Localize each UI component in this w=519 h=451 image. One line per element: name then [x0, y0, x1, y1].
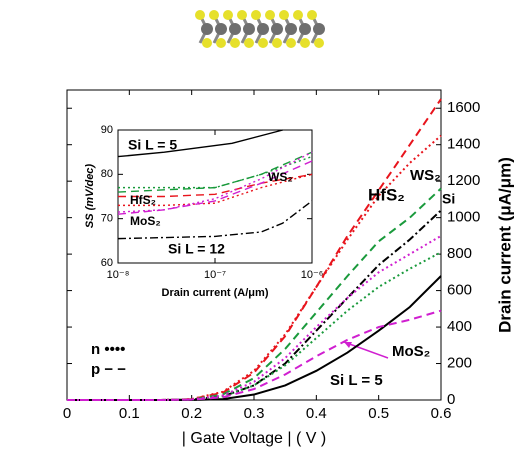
y-tick-label: 70 — [101, 213, 113, 225]
atom-s — [272, 38, 282, 48]
y-tick-label: 1200 — [447, 172, 480, 189]
inset-y-axis-label: SS (mV/dec) — [84, 164, 96, 229]
atom-s — [202, 38, 212, 48]
atom-s — [279, 10, 289, 20]
atom-s — [258, 38, 268, 48]
series-line — [118, 173, 313, 198]
x-tick-label: 0.6 — [431, 405, 452, 422]
atom-s — [230, 38, 240, 48]
annotation: HfS₂ — [130, 193, 156, 207]
series-line — [67, 235, 442, 401]
y-axis-label: Drain current (μA/μm) — [495, 157, 514, 333]
atom-m — [285, 23, 297, 35]
atom-s — [307, 10, 317, 20]
molecule-illustration — [195, 10, 325, 48]
annotation: p − − — [91, 361, 126, 378]
x-tick-label: 0.5 — [368, 405, 389, 422]
series-line — [67, 309, 442, 401]
atom-m — [229, 23, 241, 35]
atom-m — [243, 23, 255, 35]
series-line — [117, 151, 313, 213]
x-tick-label: 10⁻⁶ — [301, 269, 324, 281]
x-tick-label: 0 — [63, 405, 71, 422]
x-tick-label: 0.3 — [244, 405, 265, 422]
atom-s — [265, 10, 275, 20]
x-tick-label: 0.4 — [306, 405, 327, 422]
atom-s — [244, 38, 254, 48]
annotation: MoS₂ — [392, 343, 430, 360]
y-tick-label: 80 — [101, 168, 113, 180]
atom-m — [257, 23, 269, 35]
atom-s — [216, 38, 226, 48]
atom-s — [300, 38, 310, 48]
y-tick-label: 0 — [447, 391, 455, 408]
x-tick-label: 0.2 — [181, 405, 202, 422]
x-tick-label: 0.1 — [119, 405, 140, 422]
series-line — [117, 129, 283, 158]
series-line — [67, 275, 442, 401]
inset-x-axis-label: Drain current (A/μm) — [162, 287, 269, 299]
y-tick-label: 200 — [447, 354, 472, 371]
atom-m — [201, 23, 213, 35]
x-tick-label: 10⁻⁷ — [204, 269, 226, 281]
atom-s — [223, 10, 233, 20]
atom-s — [195, 10, 205, 20]
y-tick-label: 90 — [101, 124, 113, 136]
x-axis-label: | Gate Voltage | ( V ) — [182, 430, 326, 447]
atom-s — [314, 38, 324, 48]
y-tick-label: 600 — [447, 282, 472, 299]
atom-s — [237, 10, 247, 20]
y-tick-label: 1400 — [447, 136, 480, 153]
series-line — [118, 173, 313, 207]
mos2-arrowhead — [344, 342, 352, 348]
atom-s — [286, 38, 296, 48]
series-line — [117, 160, 313, 215]
atom-s — [293, 10, 303, 20]
annotation: WS₂ — [410, 167, 441, 184]
annotation: Si L = 12 — [168, 241, 225, 257]
series-line — [117, 151, 313, 193]
atom-m — [215, 23, 227, 35]
x-tick-label: 10⁻⁸ — [107, 269, 130, 281]
atom-s — [251, 10, 261, 20]
atom-s — [209, 10, 219, 20]
atom-m — [299, 23, 311, 35]
y-tick-label: 1000 — [447, 209, 480, 226]
y-tick-label: 60 — [101, 257, 113, 269]
atom-m — [313, 23, 325, 35]
annotation: MoS₂ — [130, 214, 161, 228]
y-tick-label: 800 — [447, 245, 472, 262]
mos2-arrow — [343, 341, 389, 359]
y-tick-label: 1600 — [447, 99, 480, 116]
annotation: Si L = 5 — [330, 372, 383, 389]
annotation: n •••• — [91, 341, 125, 358]
annotation: WS₂ — [268, 170, 293, 184]
annotation: Si — [442, 191, 455, 207]
series-line — [117, 200, 313, 240]
atom-m — [271, 23, 283, 35]
y-tick-label: 400 — [447, 318, 472, 335]
annotation: HfS₂ — [368, 185, 405, 204]
annotation: Si L = 5 — [128, 137, 177, 153]
